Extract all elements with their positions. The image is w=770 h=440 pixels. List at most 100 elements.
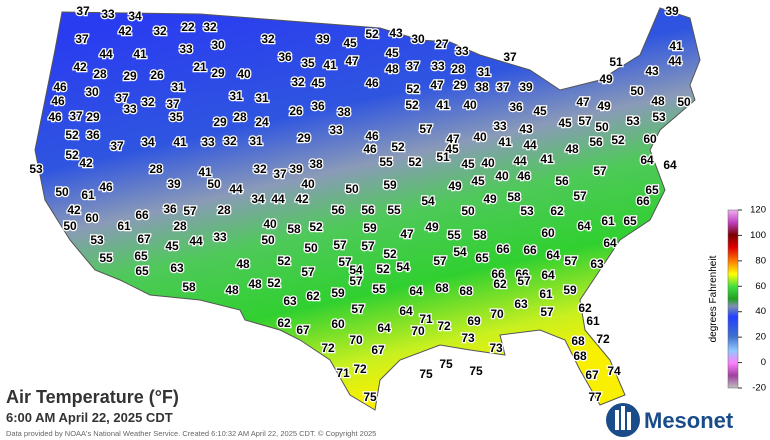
station-temp: 34 — [141, 135, 155, 149]
station-temp: 48 — [225, 283, 239, 297]
station-temp: 49 — [448, 179, 462, 193]
colorbar-tick-label: 60 — [755, 281, 766, 292]
station-temp: 47 — [430, 78, 444, 92]
station-temp: 33 — [455, 44, 469, 58]
station-temp: 45 — [558, 116, 572, 130]
station-temp: 32 — [291, 75, 305, 89]
station-temp: 42 — [67, 203, 81, 217]
station-temp: 26 — [150, 68, 164, 82]
station-temp: 50 — [304, 241, 318, 255]
station-temp: 65 — [645, 183, 659, 197]
station-temp: 44 — [271, 192, 285, 206]
station-temp: 31 — [229, 89, 243, 103]
station-temp: 67 — [137, 232, 151, 246]
station-temp: 59 — [563, 283, 577, 297]
station-temp: 55 — [379, 155, 393, 169]
title: Air Temperature (°F) — [6, 387, 179, 407]
station-temp: 57 — [433, 254, 447, 268]
station-temp: 50 — [63, 219, 77, 233]
station-temp: 52 — [65, 128, 79, 142]
station-temp: 57 — [349, 274, 363, 288]
station-temp: 75 — [419, 367, 433, 381]
station-temp: 32 — [153, 24, 167, 38]
station-temp: 32 — [203, 20, 217, 34]
station-temp: 52 — [391, 140, 405, 154]
station-temp: 60 — [85, 211, 99, 225]
station-temp: 53 — [626, 114, 640, 128]
station-temp: 73 — [461, 331, 475, 345]
station-temp: 37 — [115, 91, 129, 105]
station-temp: 75 — [439, 357, 453, 371]
station-temp: 37 — [110, 139, 124, 153]
station-temp: 67 — [296, 323, 310, 337]
station-temp: 50 — [261, 233, 275, 247]
station-temp: 60 — [541, 226, 555, 240]
station-temp: 65 — [135, 264, 149, 278]
station-temp: 69 — [467, 314, 481, 328]
colorbar — [727, 209, 739, 389]
station-temp: 71 — [419, 312, 433, 326]
station-temp: 73 — [489, 341, 503, 355]
station-temp: 33 — [123, 102, 137, 116]
station-temp: 31 — [171, 80, 185, 94]
station-temp: 40 — [263, 217, 277, 231]
station-temp: 41 — [173, 135, 187, 149]
subtitle: 6:00 AM April 22, 2025 CDT — [6, 410, 173, 425]
station-temp: 64 — [577, 219, 591, 233]
station-temp: 56 — [589, 135, 603, 149]
station-temp: 45 — [461, 157, 475, 171]
station-temp: 36 — [163, 202, 177, 216]
station-temp: 64 — [541, 268, 555, 282]
credit: Data provided by NOAA's National Weather… — [6, 429, 376, 438]
station-temp: 63 — [170, 261, 184, 275]
station-temp: 68 — [571, 334, 585, 348]
colorbar-label: degrees Fahrenheit — [708, 255, 719, 342]
station-temp: 46 — [363, 142, 377, 156]
station-temp: 55 — [447, 228, 461, 242]
station-temp: 59 — [331, 286, 345, 300]
station-temp: 46 — [51, 94, 65, 108]
station-temp: 38 — [309, 157, 323, 171]
station-temp: 52 — [65, 148, 79, 162]
station-temp: 56 — [555, 174, 569, 188]
station-temp: 52 — [376, 262, 390, 276]
colorbar-tick-label: -20 — [752, 383, 766, 394]
station-temp: 46 — [53, 80, 67, 94]
station-temp: 57 — [183, 204, 197, 218]
station-temp: 54 — [349, 263, 363, 277]
station-temp: 55 — [372, 282, 386, 296]
colorbar-tick-label: 40 — [755, 306, 766, 317]
station-temp: 44 — [99, 47, 113, 61]
station-temp: 37 — [273, 167, 287, 181]
station-temp: 74 — [607, 364, 621, 378]
station-temp: 40 — [495, 169, 509, 183]
station-temp: 49 — [483, 192, 497, 206]
station-temp: 30 — [211, 38, 225, 52]
station-temp: 28 — [217, 203, 231, 217]
station-temp: 33 — [213, 230, 227, 244]
station-temp: 46 — [99, 180, 113, 194]
station-temp: 40 — [473, 130, 487, 144]
colorbar-tick-label: 100 — [750, 230, 766, 241]
station-temp: 64 — [377, 321, 391, 335]
station-temp: 26 — [289, 104, 303, 118]
station-temp: 41 — [198, 165, 212, 179]
station-temp: 63 — [283, 294, 297, 308]
station-temp: 57 — [540, 305, 554, 319]
colorbar-tick-label: 80 — [755, 255, 766, 266]
station-temp: 64 — [603, 236, 617, 250]
station-temp: 64 — [399, 304, 413, 318]
station-temp: 66 — [523, 243, 537, 257]
station-temp: 43 — [645, 64, 659, 78]
station-temp: 48 — [248, 277, 262, 291]
station-temp: 50 — [345, 182, 359, 196]
station-temp: 62 — [277, 316, 291, 330]
station-temp: 58 — [507, 190, 521, 204]
station-temp: 70 — [490, 307, 504, 321]
station-temp: 46 — [365, 129, 379, 143]
station-temp: 50 — [595, 120, 609, 134]
station-temp: 45 — [385, 46, 399, 60]
station-temp: 29 — [211, 66, 225, 80]
station-temp: 47 — [446, 132, 460, 146]
station-temp: 70 — [349, 333, 363, 347]
